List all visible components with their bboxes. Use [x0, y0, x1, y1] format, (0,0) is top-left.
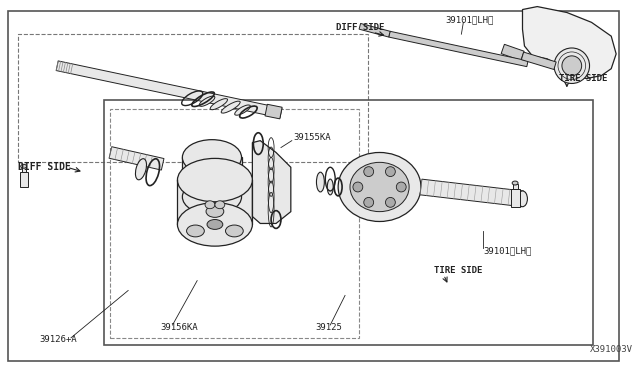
- Polygon shape: [22, 167, 26, 172]
- Ellipse shape: [385, 198, 396, 207]
- Ellipse shape: [225, 225, 243, 237]
- Ellipse shape: [518, 191, 527, 207]
- Ellipse shape: [177, 158, 252, 202]
- Polygon shape: [513, 184, 518, 189]
- Ellipse shape: [182, 140, 241, 175]
- Ellipse shape: [199, 96, 215, 106]
- Polygon shape: [177, 180, 252, 224]
- Text: 39156KA: 39156KA: [161, 324, 198, 333]
- Polygon shape: [388, 31, 528, 67]
- Ellipse shape: [338, 153, 421, 221]
- Ellipse shape: [215, 201, 225, 209]
- Polygon shape: [252, 141, 291, 224]
- Polygon shape: [522, 7, 616, 78]
- Bar: [104, 100, 593, 345]
- Ellipse shape: [221, 101, 240, 113]
- Ellipse shape: [353, 182, 363, 192]
- Text: 39126+A: 39126+A: [40, 335, 77, 344]
- Ellipse shape: [364, 198, 374, 207]
- Ellipse shape: [210, 99, 228, 110]
- Ellipse shape: [187, 225, 204, 237]
- Polygon shape: [265, 104, 282, 119]
- Polygon shape: [420, 179, 524, 207]
- Bar: [18, 34, 368, 162]
- Ellipse shape: [182, 179, 241, 215]
- Polygon shape: [182, 157, 241, 197]
- Ellipse shape: [350, 162, 409, 212]
- Text: 39125: 39125: [316, 324, 342, 333]
- Text: 39101〈LH〉: 39101〈LH〉: [483, 247, 531, 256]
- Ellipse shape: [177, 203, 252, 246]
- Ellipse shape: [235, 105, 250, 115]
- Text: 39101〈LH〉: 39101〈LH〉: [445, 15, 494, 24]
- Ellipse shape: [207, 219, 223, 230]
- Ellipse shape: [20, 164, 27, 168]
- Polygon shape: [109, 147, 164, 170]
- Polygon shape: [522, 52, 556, 70]
- Polygon shape: [359, 23, 390, 37]
- Ellipse shape: [205, 201, 215, 209]
- Ellipse shape: [562, 56, 582, 76]
- Ellipse shape: [206, 205, 224, 217]
- Ellipse shape: [136, 159, 147, 180]
- Text: 39155KA: 39155KA: [294, 133, 332, 142]
- Polygon shape: [56, 61, 282, 118]
- Ellipse shape: [512, 181, 518, 185]
- Text: TIRE SIDE: TIRE SIDE: [559, 74, 607, 83]
- Ellipse shape: [385, 167, 396, 177]
- Bar: [111, 109, 359, 338]
- Text: DIFF SIDE: DIFF SIDE: [18, 162, 70, 172]
- Text: DIFF SIDE: DIFF SIDE: [335, 23, 384, 32]
- Polygon shape: [501, 44, 524, 61]
- Polygon shape: [20, 172, 28, 187]
- Text: TIRE SIDE: TIRE SIDE: [434, 266, 482, 275]
- Text: X391003V: X391003V: [589, 345, 632, 354]
- Ellipse shape: [327, 179, 333, 195]
- Ellipse shape: [554, 48, 589, 83]
- Ellipse shape: [364, 167, 374, 177]
- Ellipse shape: [396, 182, 406, 192]
- Polygon shape: [511, 189, 520, 207]
- Ellipse shape: [316, 172, 324, 192]
